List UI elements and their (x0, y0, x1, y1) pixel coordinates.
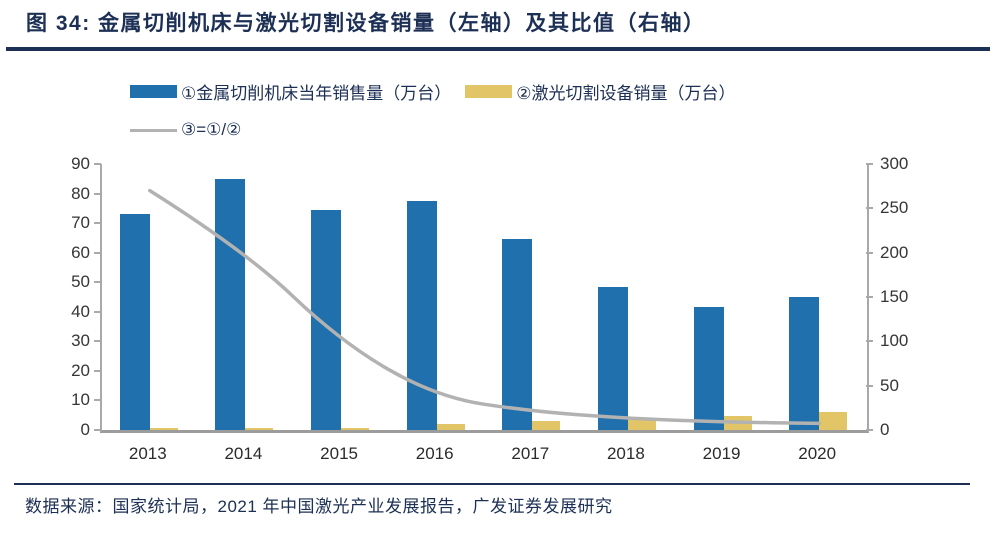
legend-row-1: ①金属切削机床当年销售量（万台） ②激光切割设备销量（万台） (130, 79, 750, 104)
legend-label-machine: ①金属切削机床当年销售量（万台） (181, 84, 452, 103)
chart-title: 图 34: 金属切削机床与激光切割设备销量（左轴）及其比值（右轴） (26, 12, 706, 35)
y-right-tickmark (866, 340, 873, 343)
x-tick-label-2013: 2013 (128, 444, 167, 463)
footer-divider (14, 483, 970, 485)
ratio-line-swatch (130, 128, 177, 132)
legend-item-laser: ②激光切割设备销量（万台） (465, 79, 736, 104)
y-right-tickmark (866, 207, 873, 210)
bar-machine-2017 (502, 239, 533, 430)
y-left-tickmark (94, 399, 101, 402)
y-right-tick-label-0: 0 (880, 420, 890, 439)
y-left-tick-label-90: 90 (71, 154, 90, 173)
bar-machine-2020 (789, 297, 820, 430)
x-tick-label-2018: 2018 (606, 444, 645, 463)
bar-laser-2018 (627, 418, 656, 430)
y-left-tickmark (94, 222, 101, 225)
legend-label-laser: ②激光切割设备销量（万台） (516, 84, 736, 103)
y-right-tickmark (866, 429, 873, 431)
y-left-tick-label-70: 70 (71, 213, 90, 233)
y-left-tick-label-80: 80 (71, 183, 90, 203)
legend-row-2: ③=①/② (130, 120, 750, 140)
bar-laser-2020 (819, 412, 848, 430)
y-left-tickmark (94, 163, 101, 165)
bar-laser-2013 (149, 427, 178, 430)
x-tick-label-2017: 2017 (511, 444, 550, 463)
bar-laser-2016 (436, 423, 465, 430)
y-right-tick-label-200: 200 (880, 242, 909, 262)
y-left-tickmark (94, 192, 101, 195)
bar-machine-2013 (119, 214, 150, 430)
data-source-note: 数据来源：国家统计局，2021 年中国激光产业发展报告，广发证券发展研究 (25, 497, 613, 516)
x-tick-label-2015: 2015 (320, 444, 358, 463)
plot-area (100, 164, 869, 433)
x-tick-label-2019: 2019 (702, 444, 741, 463)
legend-item-machine: ①金属切削机床当年销售量（万台） (130, 79, 451, 104)
laser-bar-swatch (465, 85, 513, 98)
y-left-tickmark (94, 340, 101, 343)
y-left-tick-label-0: 0 (80, 420, 90, 439)
ratio-line (148, 188, 821, 426)
y-left-tickmark (94, 369, 101, 372)
y-left-tickmark (94, 281, 101, 284)
y-right-tick-label-50: 50 (880, 375, 899, 395)
x-tick-label-2020: 2020 (798, 444, 837, 463)
y-left-tick-label-30: 30 (71, 331, 90, 351)
machine-bar-swatch (130, 85, 177, 98)
y-right-tick-label-300: 300 (880, 154, 909, 173)
x-tick-label-2016: 2016 (415, 444, 454, 463)
y-left-tick-label-10: 10 (71, 390, 90, 410)
bar-machine-2019 (693, 307, 724, 430)
bar-machine-2018 (597, 286, 628, 430)
y-left-tick-label-50: 50 (71, 272, 90, 292)
bar-laser-2014 (245, 427, 274, 430)
y-right-tickmark (866, 163, 873, 165)
y-right-tick-label-250: 250 (880, 198, 909, 218)
y-right-tick-label-150: 150 (880, 287, 909, 306)
bar-machine-2015 (311, 210, 342, 430)
y-left-tick-label-40: 40 (71, 301, 90, 321)
legend-item-ratio: ③=①/② (130, 120, 241, 140)
bar-machine-2014 (215, 178, 246, 430)
y-right-tickmark (866, 251, 873, 254)
y-left-tickmark (94, 251, 101, 254)
y-left-tickmark (94, 310, 101, 313)
x-tick-label-2014: 2014 (224, 444, 263, 463)
legend-label-ratio: ③=①/② (181, 120, 242, 139)
bar-laser-2017 (532, 421, 561, 430)
y-left-tick-label-60: 60 (71, 242, 90, 262)
y-right-tickmark (866, 296, 873, 298)
y-right-tickmark (866, 384, 873, 387)
title-underline (6, 47, 990, 51)
ratio-line-chart (148, 188, 821, 426)
bar-laser-2015 (341, 427, 370, 430)
y-left-tickmark (94, 429, 101, 431)
y-left-tick-label-20: 20 (71, 360, 90, 380)
chart-legend: ①金属切削机床当年销售量（万台） ②激光切割设备销量（万台） ③=①/② (130, 79, 750, 156)
y-right-tick-label-100: 100 (880, 331, 909, 351)
